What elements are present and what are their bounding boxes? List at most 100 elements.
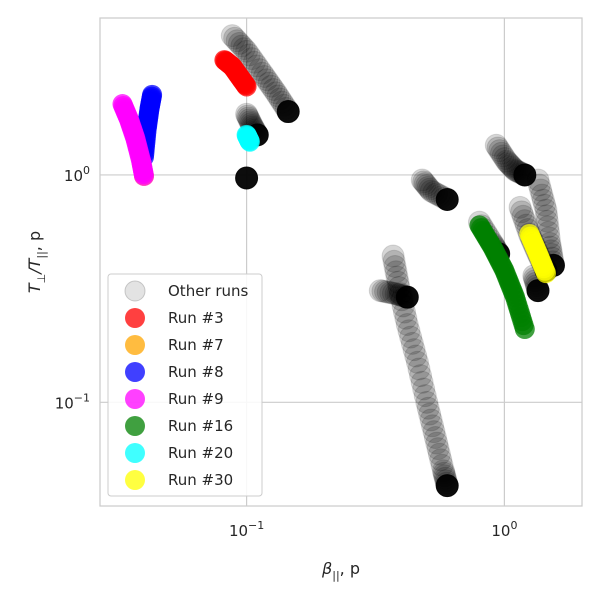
legend: Other runs Run #3 Run #7 Run #8 Run #9 Run #1… (107, 273, 263, 497)
other-run-point (393, 300, 417, 324)
other-run-point (257, 71, 281, 95)
other-run-point (220, 24, 244, 48)
other-run-point (225, 29, 249, 53)
run-point (142, 84, 163, 105)
other-run-point (381, 244, 405, 268)
legend-marker (124, 280, 146, 302)
other-run-point (391, 294, 415, 318)
other-run-point (416, 396, 440, 420)
other-run-point (422, 420, 446, 444)
other-run-point (435, 474, 459, 498)
other-run-point (496, 151, 520, 175)
other-run-point (489, 141, 513, 165)
other-run-point (425, 431, 449, 455)
y-tick-label: 100 (64, 164, 90, 185)
other-run-point (426, 437, 450, 461)
other-run-point (488, 139, 512, 163)
legend-marker (125, 389, 145, 409)
other-run-point (395, 312, 419, 336)
other-run-point (413, 384, 437, 408)
other-run-point (248, 58, 272, 82)
other-run-point (484, 133, 508, 157)
x-tick-label: 100 (491, 519, 517, 540)
other-run-point (429, 448, 453, 472)
other-run-point (264, 81, 288, 105)
legend-marker (125, 416, 145, 436)
y-axis-label: T⊥/T||, p (25, 231, 48, 293)
legend-label: Run #20 (168, 444, 233, 462)
legend-label: Run #30 (168, 471, 233, 489)
other-run-point (535, 209, 559, 233)
other-run-point (235, 166, 259, 190)
other-run-point (276, 100, 300, 124)
run-point (239, 131, 260, 152)
other-run-point (530, 183, 554, 207)
legend-marker (125, 443, 145, 463)
other-run-point (382, 249, 406, 273)
other-run-point (235, 39, 259, 63)
other-run-point (374, 280, 398, 304)
other-run-point (416, 175, 440, 199)
other-run-point (495, 149, 519, 173)
other-run-point (534, 198, 558, 222)
run-point (134, 165, 155, 186)
legend-label: Run #7 (168, 336, 224, 354)
other-run-point (410, 370, 434, 394)
legend-label: Run #16 (168, 417, 233, 435)
legend-label: Run #8 (168, 363, 224, 381)
other-run-point (407, 357, 431, 381)
other-run-point (419, 408, 443, 432)
other-run-point (415, 173, 439, 197)
other-run-point (368, 279, 392, 303)
other-run-point (513, 163, 537, 187)
other-run-point (415, 390, 439, 414)
other-run-point (386, 270, 410, 294)
other-run-point (259, 74, 283, 98)
other-run-point (410, 168, 434, 192)
other-run-point (383, 254, 407, 278)
other-run-point (404, 344, 428, 368)
other-run-point (223, 26, 247, 50)
legend-label: Run #3 (168, 309, 224, 327)
run-point (535, 263, 556, 284)
other-run-point (399, 325, 423, 349)
x-tick-labels: 10−1 100 (229, 519, 518, 540)
other-run-point (510, 200, 534, 224)
other-run-point (418, 177, 442, 201)
legend-label: Run #9 (168, 390, 224, 408)
other-run-point (242, 50, 266, 74)
other-run-point (237, 43, 261, 67)
run-point (514, 319, 535, 340)
other-run-point (409, 364, 433, 388)
other-run-point (527, 173, 551, 197)
other-run-point (435, 187, 459, 211)
other-run-point (245, 54, 269, 78)
other-run-point (395, 285, 419, 309)
other-run-point (491, 144, 515, 168)
other-run-point (427, 442, 451, 466)
other-run-point (385, 265, 409, 289)
other-run-point (413, 172, 437, 196)
other-run-point (486, 136, 510, 160)
other-run-point (412, 377, 436, 401)
other-run-point (533, 193, 557, 217)
other-run-point (230, 34, 254, 58)
legend-marker (125, 335, 145, 355)
other-run-point (421, 414, 445, 438)
other-run-point (232, 37, 256, 61)
run-marks (112, 50, 556, 340)
other-run-point (508, 195, 532, 219)
other-run-point (227, 31, 251, 55)
other-run-point (250, 61, 274, 85)
plot-frame (99, 17, 583, 507)
x-axis-label: β||, p (321, 559, 360, 582)
other-run-point (253, 65, 277, 89)
other-run-point (531, 188, 555, 212)
other-run-point (402, 338, 426, 362)
other-run-point (262, 77, 286, 101)
other-run-point (390, 288, 414, 312)
other-run-point (384, 260, 408, 284)
y-tick-labels: 10−1 100 (55, 164, 90, 412)
legend-marker (125, 470, 145, 490)
